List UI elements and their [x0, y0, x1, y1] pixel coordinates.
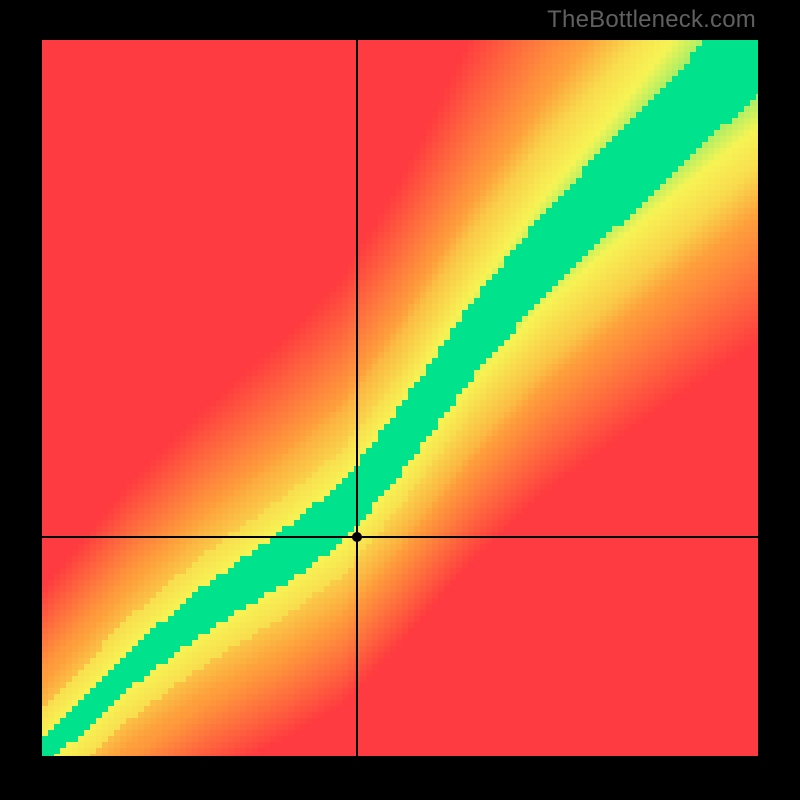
- marker-dot: [352, 532, 362, 542]
- crosshair-horizontal: [42, 536, 758, 538]
- chart-outer-frame: TheBottleneck.com: [0, 0, 800, 800]
- plot-area: [42, 40, 758, 756]
- watermark-label: TheBottleneck.com: [547, 6, 756, 34]
- bottleneck-heatmap-canvas: [42, 40, 758, 756]
- crosshair-vertical: [356, 40, 358, 756]
